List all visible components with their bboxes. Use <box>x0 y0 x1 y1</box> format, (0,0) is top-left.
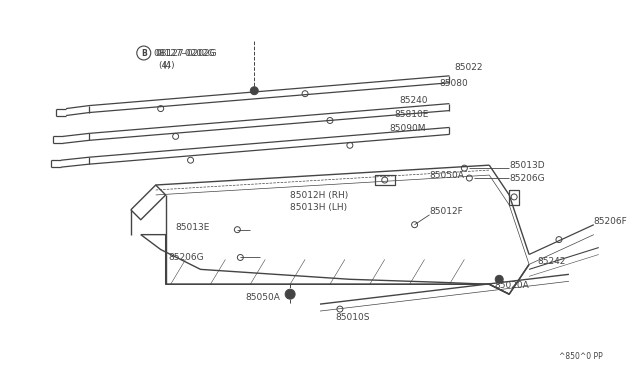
Text: 85010S: 85010S <box>335 312 369 321</box>
Text: 85013E: 85013E <box>175 223 210 232</box>
Text: 85022: 85022 <box>454 63 483 73</box>
Text: B: B <box>141 48 147 58</box>
Circle shape <box>495 275 503 283</box>
Text: 85050A: 85050A <box>245 293 280 302</box>
Text: 85050A: 85050A <box>429 171 465 180</box>
Text: 85020A: 85020A <box>494 281 529 290</box>
Text: 85012H (RH): 85012H (RH) <box>290 192 348 201</box>
Text: (4): (4) <box>159 61 172 70</box>
Text: 85090M: 85090M <box>390 124 426 133</box>
Text: 85206G: 85206G <box>509 174 545 183</box>
Text: 85242: 85242 <box>537 257 565 266</box>
Text: 85206G: 85206G <box>169 253 204 262</box>
Text: ^850^0 PP: ^850^0 PP <box>559 352 603 361</box>
Text: 85810E: 85810E <box>395 110 429 119</box>
Text: 85013D: 85013D <box>509 161 545 170</box>
Text: 08127-0202G: 08127-0202G <box>156 48 218 58</box>
Circle shape <box>285 289 295 299</box>
Text: 85013H (LH): 85013H (LH) <box>290 203 348 212</box>
Text: 85240: 85240 <box>399 96 428 105</box>
Circle shape <box>250 87 259 95</box>
Text: (4): (4) <box>163 61 175 70</box>
Text: 08127-0202G: 08127-0202G <box>154 48 215 58</box>
Text: 85206F: 85206F <box>594 217 628 226</box>
Text: 85080: 85080 <box>440 79 468 88</box>
Text: 85012F: 85012F <box>429 207 463 216</box>
